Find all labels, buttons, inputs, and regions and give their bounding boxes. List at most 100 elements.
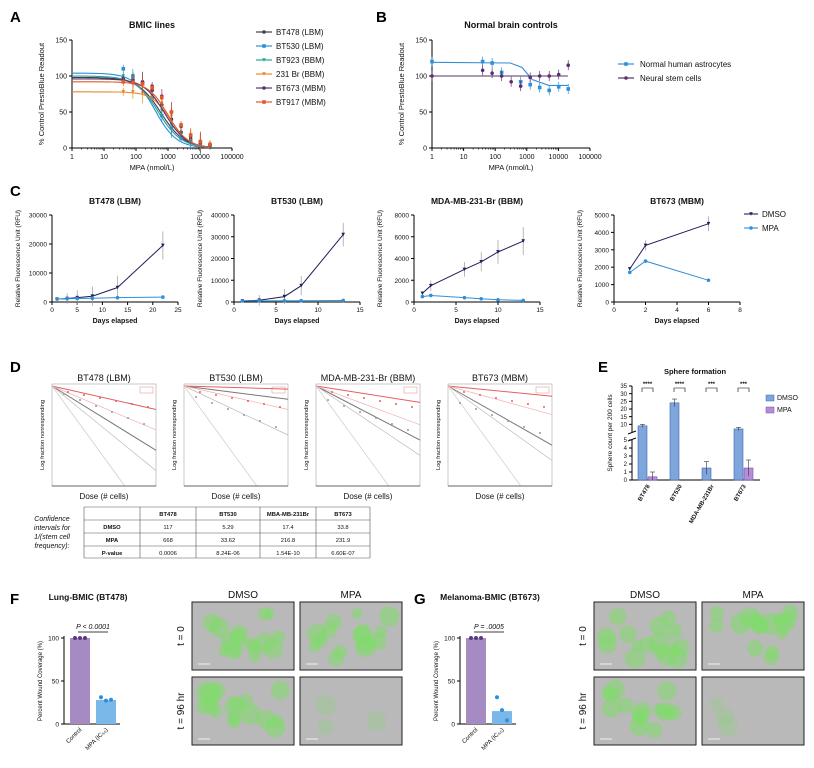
x-tick-label: MDA-MB-231Br: [689, 483, 716, 524]
y-tick-label: 50: [448, 679, 456, 686]
legend-label: Neural stem cells: [640, 74, 701, 83]
y-tick-label: 4000: [395, 256, 410, 263]
table-header-cell: MBA-MB-231Br: [267, 512, 310, 518]
p-value: P = .0005: [474, 624, 504, 631]
x-tick-label: 10: [314, 307, 322, 314]
cell-fluorescence: [209, 617, 230, 638]
x-tick-label: 15: [124, 307, 132, 314]
cell-fluorescence: [748, 611, 764, 628]
legend-label: 231 Br (BBM): [276, 70, 325, 79]
data-point: [282, 294, 287, 299]
row-label-t0: t = 0: [176, 626, 187, 646]
cell-fluorescence: [270, 680, 291, 700]
ld-title: BT530 (LBM): [209, 373, 263, 383]
x-axis-label: Days elapsed: [455, 318, 500, 325]
panel-f-wound-lung: Lung-BMIC (BT478) 0 50 100 Percent Wound Cov…: [38, 590, 403, 752]
y-tick-label: 35: [620, 384, 627, 390]
ld-ci-dmso: [51, 385, 126, 487]
y-tick-label: 2000: [395, 278, 410, 285]
table-cell: 8.24E-06: [216, 551, 240, 557]
data-point: [161, 295, 165, 299]
data-point: [420, 294, 425, 299]
table-cell: 33.62: [221, 538, 236, 544]
bar: [637, 425, 648, 481]
data-point: [90, 294, 95, 298]
table-header-cell: BT673: [334, 512, 352, 518]
cell-fluorescence: [317, 718, 334, 736]
y-tick-label: 40000: [211, 213, 229, 220]
cell-fluorescence: [351, 608, 363, 620]
data-point: [341, 232, 345, 237]
cell-fluorescence: [224, 695, 246, 717]
y-tick-label: 3: [624, 454, 628, 460]
data-point: [479, 296, 484, 301]
ld-title: MDA-MB-231-Br (BBM): [321, 373, 416, 383]
chart-title: Lung-BMIC (BT478): [49, 592, 128, 602]
cell-fluorescence: [379, 606, 400, 627]
cell-fluorescence: [667, 647, 688, 669]
cell-fluorescence: [618, 625, 637, 643]
cell-fluorescence: [730, 613, 752, 635]
x-tick-label: 1: [70, 154, 74, 161]
col-label-dmso: DMSO: [228, 590, 258, 601]
ld-point: [211, 402, 213, 404]
axis-break: [627, 430, 637, 435]
ld-point: [391, 423, 393, 425]
x-tick-label: 10: [99, 307, 107, 314]
ld-ci-mpa: [447, 385, 553, 415]
data-point: [537, 74, 542, 78]
data-point: [75, 296, 79, 301]
col-label-mpa: MPA: [341, 590, 362, 601]
cell-fluorescence: [709, 606, 725, 621]
x-tick-label: Control: [461, 727, 479, 745]
ld-fit-mpa: [447, 385, 553, 397]
data-point: [65, 297, 69, 301]
data-point: [159, 95, 164, 100]
chart-title: Sphere formation: [664, 367, 727, 376]
ld-point: [463, 391, 465, 393]
x-tick-label: 10: [494, 307, 502, 314]
micrograph: [299, 676, 403, 746]
ld-point: [527, 403, 529, 405]
data-point: [547, 74, 552, 78]
series-line: [242, 234, 344, 302]
y-tick-label: 0: [63, 146, 67, 153]
x-tick-label: 20: [149, 307, 157, 314]
data-point: [179, 123, 183, 127]
sig-stars: ****: [675, 382, 685, 388]
micrograph: [701, 676, 805, 746]
y-tick-label: 0: [451, 722, 455, 729]
cell-fluorescence: [601, 698, 621, 718]
ld-point: [263, 403, 265, 405]
p-value: P < 0.0001: [76, 624, 110, 631]
ld-point: [343, 405, 345, 407]
data-point: [496, 250, 500, 254]
data-point: [490, 61, 494, 65]
row-label-t0: t = 0: [578, 626, 589, 646]
cell-fluorescence: [624, 648, 646, 669]
y-tick-label: 4000: [595, 230, 610, 237]
ld-mini-legend: [271, 386, 286, 394]
data-point: [161, 243, 165, 248]
ld-point: [79, 399, 81, 401]
data-point: [299, 283, 303, 288]
table-header-cell: BT530: [219, 512, 236, 518]
y-axis-label: Relative Fluorescence Unit (RFU): [377, 210, 384, 307]
data-point: [495, 695, 499, 700]
y-tick-label: 100: [415, 74, 427, 81]
cell-fluorescence: [656, 702, 675, 722]
data-point: [537, 85, 542, 90]
ld-point: [95, 405, 97, 407]
data-point: [627, 267, 632, 271]
chart-title: BT673 (MBM): [650, 196, 704, 206]
data-point: [462, 295, 467, 300]
legend-marker: [262, 100, 266, 104]
table-cell: 117: [163, 525, 172, 531]
legend-marker: [262, 72, 266, 76]
data-point: [500, 708, 504, 713]
legend-label: BT673 (MBM): [276, 84, 326, 93]
data-point: [469, 636, 473, 640]
ld-plot-frame: [315, 383, 421, 487]
cell-fluorescence: [603, 686, 620, 703]
